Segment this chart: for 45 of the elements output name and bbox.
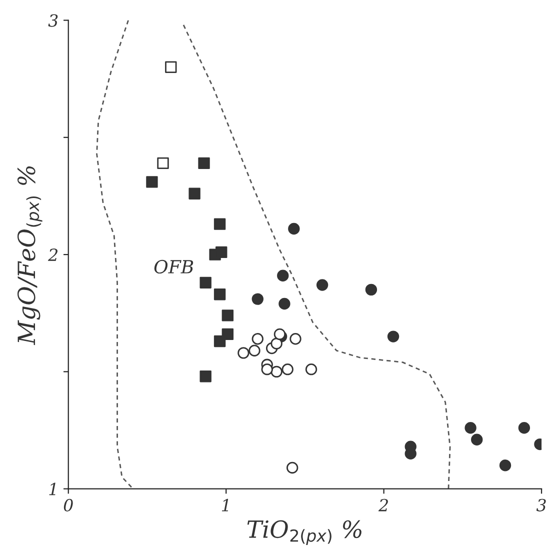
point xyxy=(222,310,234,322)
point xyxy=(274,328,286,340)
point xyxy=(518,422,530,434)
x-axis-title: TiO$_{2(px)}$ % xyxy=(247,520,362,546)
point xyxy=(365,284,378,296)
x-tick-label: 3 xyxy=(536,498,546,512)
point xyxy=(316,279,328,291)
point xyxy=(214,218,226,230)
point xyxy=(252,293,264,305)
point xyxy=(499,460,512,472)
point xyxy=(261,363,273,376)
point xyxy=(188,188,200,200)
point xyxy=(165,61,177,73)
point xyxy=(286,462,298,474)
point xyxy=(200,276,212,289)
x-tick-label: 0 xyxy=(64,498,73,512)
y-axis-title: MgO/FeO$_{(px)}$ % xyxy=(17,166,42,346)
point xyxy=(238,347,250,359)
point xyxy=(214,288,226,300)
y-tick-label: 1 xyxy=(49,482,56,496)
x-tick-label: 2 xyxy=(378,498,388,512)
point xyxy=(282,363,294,376)
point xyxy=(248,344,260,356)
point xyxy=(146,176,158,188)
point xyxy=(278,298,290,310)
point xyxy=(200,370,212,382)
line-series xyxy=(96,20,134,489)
point xyxy=(157,157,169,170)
point xyxy=(387,330,400,342)
point xyxy=(464,422,476,434)
point xyxy=(214,335,226,348)
y-tick-label: 3 xyxy=(48,14,58,27)
point xyxy=(290,333,302,345)
y-tick-label: 2 xyxy=(48,248,58,261)
annotation: OFB xyxy=(154,260,194,274)
point xyxy=(288,222,300,235)
point xyxy=(216,246,228,258)
point xyxy=(305,363,318,376)
x-tick-label: 1 xyxy=(222,498,228,512)
point xyxy=(471,434,483,446)
point xyxy=(270,338,282,350)
point xyxy=(270,366,282,378)
point xyxy=(277,270,289,282)
point xyxy=(252,333,264,345)
point xyxy=(198,157,210,170)
